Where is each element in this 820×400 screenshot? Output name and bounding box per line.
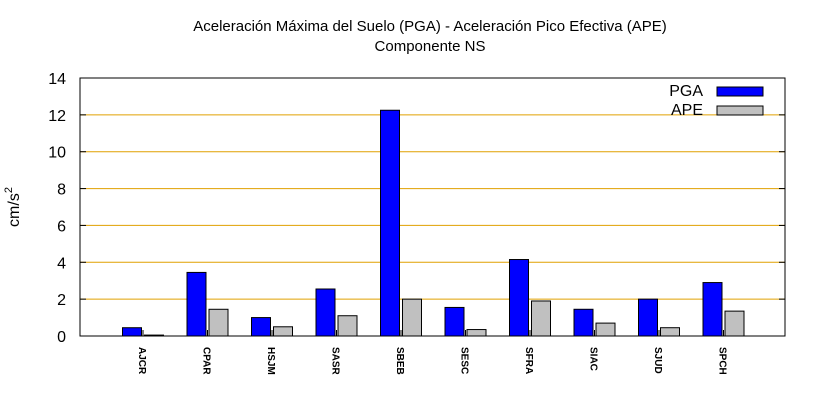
bar-ape-sasr <box>337 315 358 337</box>
grid-lines <box>80 114 785 300</box>
y-axis-label: cm/s2 <box>3 187 23 227</box>
y-tick-label: 2 <box>57 292 66 309</box>
bar-pga-hsjm <box>251 317 271 337</box>
x-tick-label: SJUD <box>652 347 663 374</box>
bar-pga-spch <box>702 282 723 337</box>
bar-ape-sjud <box>660 327 680 337</box>
y-axis-label-base: cm/s <box>6 193 23 227</box>
legend-label-ape: APE <box>671 102 703 119</box>
y-tick-label: 12 <box>48 108 66 125</box>
bar-pga-sfra <box>509 259 529 337</box>
chart-title-line1: Aceleración Máxima del Suelo (PGA) - Ace… <box>193 18 667 35</box>
legend-swatch-ape <box>716 105 764 116</box>
bar-ape-sesc <box>466 329 487 337</box>
bar-ape-hsjm <box>273 326 293 337</box>
x-tick-label: SIAC <box>588 347 599 371</box>
x-axis-ticks: AJCR CPAR HSJM SASR SBEB SESC SFRA SIAC SJUD SPCH <box>136 330 728 376</box>
bar-ape-cpar <box>208 308 229 337</box>
x-tick-label: SESC <box>459 347 470 374</box>
y-tick-label: 4 <box>57 255 66 272</box>
legend-label-pga: PGA <box>669 83 703 100</box>
bar-pga-sesc <box>444 306 465 337</box>
bar-ape-sbeb <box>402 298 422 337</box>
chart-title-line2: Componente NS <box>375 38 486 55</box>
y-tick-label: 14 <box>48 71 66 88</box>
x-tick-label: SASR <box>330 347 341 376</box>
x-tick-label: SPCH <box>717 347 728 375</box>
x-tick-label: HSJM <box>265 347 276 375</box>
bar-ape-spch <box>724 310 745 337</box>
y-tick-label: 10 <box>48 145 66 162</box>
bar-pga-cpar <box>186 271 207 337</box>
y-tick-label: 6 <box>57 218 66 235</box>
x-tick-label: SBEB <box>394 347 405 375</box>
x-tick-label: SFRA <box>523 347 534 374</box>
bar-ape-siac <box>595 322 616 337</box>
y-tick-label: 0 <box>57 329 66 346</box>
plot-frame <box>79 77 786 337</box>
x-tick-label: CPAR <box>201 347 212 375</box>
y-tick-label: 8 <box>57 182 66 199</box>
bars-group <box>122 109 745 337</box>
bar-pga-sbeb <box>380 109 400 337</box>
x-tick-label: AJCR <box>136 347 147 375</box>
y-axis-ticks: 0 2 4 6 8 10 12 14 <box>48 71 785 346</box>
y-axis-label-exponent: 2 <box>3 187 15 193</box>
bar-pga-ajcr <box>122 327 142 337</box>
legend: PGA APE <box>669 83 764 119</box>
bar-pga-siac <box>573 308 594 337</box>
bar-pga-sjud <box>638 298 658 337</box>
legend-swatch-pga <box>716 86 764 97</box>
bar-ape-sfra <box>531 300 551 337</box>
bar-pga-sasr <box>315 288 336 337</box>
